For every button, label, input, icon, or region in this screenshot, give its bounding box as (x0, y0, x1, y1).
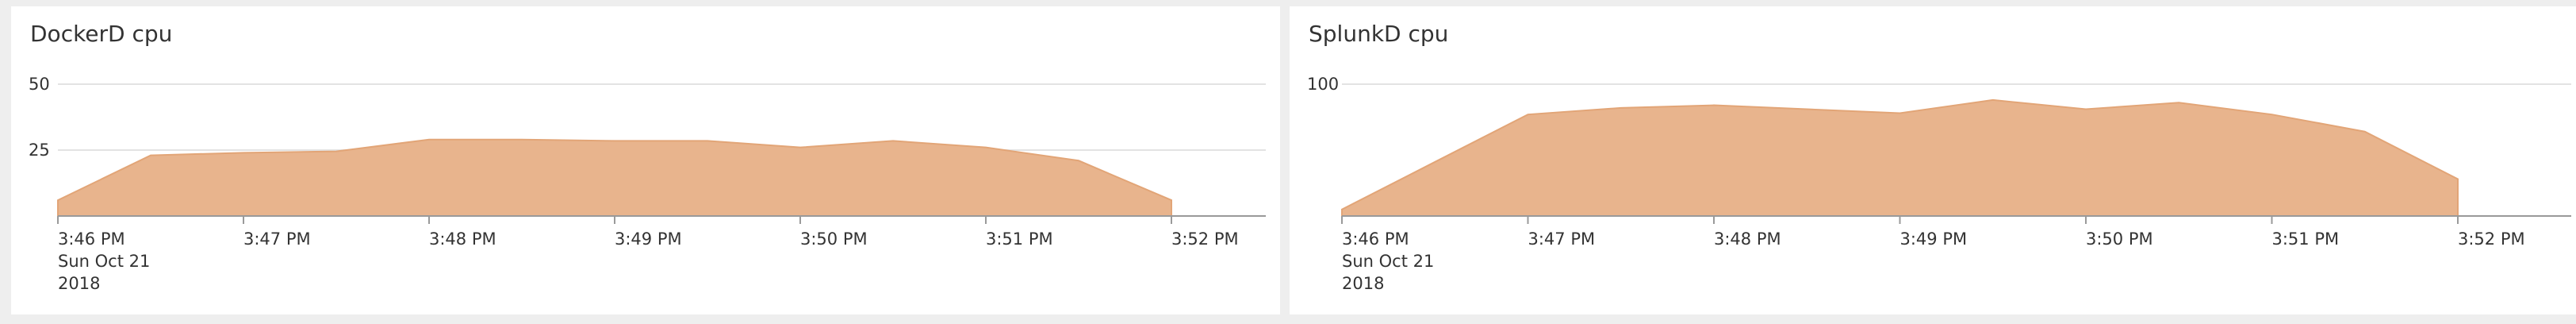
x-tick-label: 3:49 PM (1900, 230, 1968, 249)
panel-dockerd-cpu: DockerD cpu 25 50 3:46 PM 3:47 PM 3:48 PM 3:4… (11, 6, 1280, 314)
y-tick-label: 100 (1307, 75, 1339, 94)
x-date-sublabel: Sun Oct 21 (58, 252, 150, 271)
x-tick-label: 3:47 PM (243, 230, 311, 249)
x-tick-label: 3:48 PM (429, 230, 496, 249)
area-series (1341, 98, 2459, 217)
x-date-sublabel: 2018 (58, 274, 100, 293)
panel-splunkd-cpu: SplunkD cpu 100 3:46 PM 3:47 PM 3:48 PM 3:49… (1290, 6, 2576, 314)
x-tick-label: 3:48 PM (1714, 230, 1781, 249)
panel-title: SplunkD cpu (1309, 21, 1449, 47)
x-tick-label: 3:50 PM (800, 230, 868, 249)
y-tick-label: 50 (29, 75, 50, 94)
x-date-sublabel: Sun Oct 21 (1342, 252, 1434, 271)
panel-title: DockerD cpu (30, 21, 173, 47)
chart-dockerd-cpu: 25 50 3:46 PM 3:47 PM 3:48 PM 3:49 PM 3:50 PM 3… (29, 75, 1266, 293)
y-tick-label: 25 (29, 141, 50, 160)
x-tick-label: 3:51 PM (986, 230, 1053, 249)
x-tick-label: 3:46 PM (58, 230, 125, 249)
x-tick-label: 3:46 PM (1342, 230, 1409, 249)
x-tick-label: 3:51 PM (2272, 230, 2340, 249)
x-tick-label: 3:47 PM (1528, 230, 1596, 249)
x-tick-label: 3:52 PM (1171, 230, 1239, 249)
x-tick-label: 3:52 PM (2458, 230, 2525, 249)
chart-splunkd-cpu: 100 3:46 PM 3:47 PM 3:48 PM 3:49 PM 3:50 PM 3:… (1307, 75, 2571, 293)
x-tick-label: 3:50 PM (2086, 230, 2153, 249)
x-tick-label: 3:49 PM (615, 230, 682, 249)
x-date-sublabel: 2018 (1342, 274, 1384, 293)
area-series (57, 138, 1172, 217)
